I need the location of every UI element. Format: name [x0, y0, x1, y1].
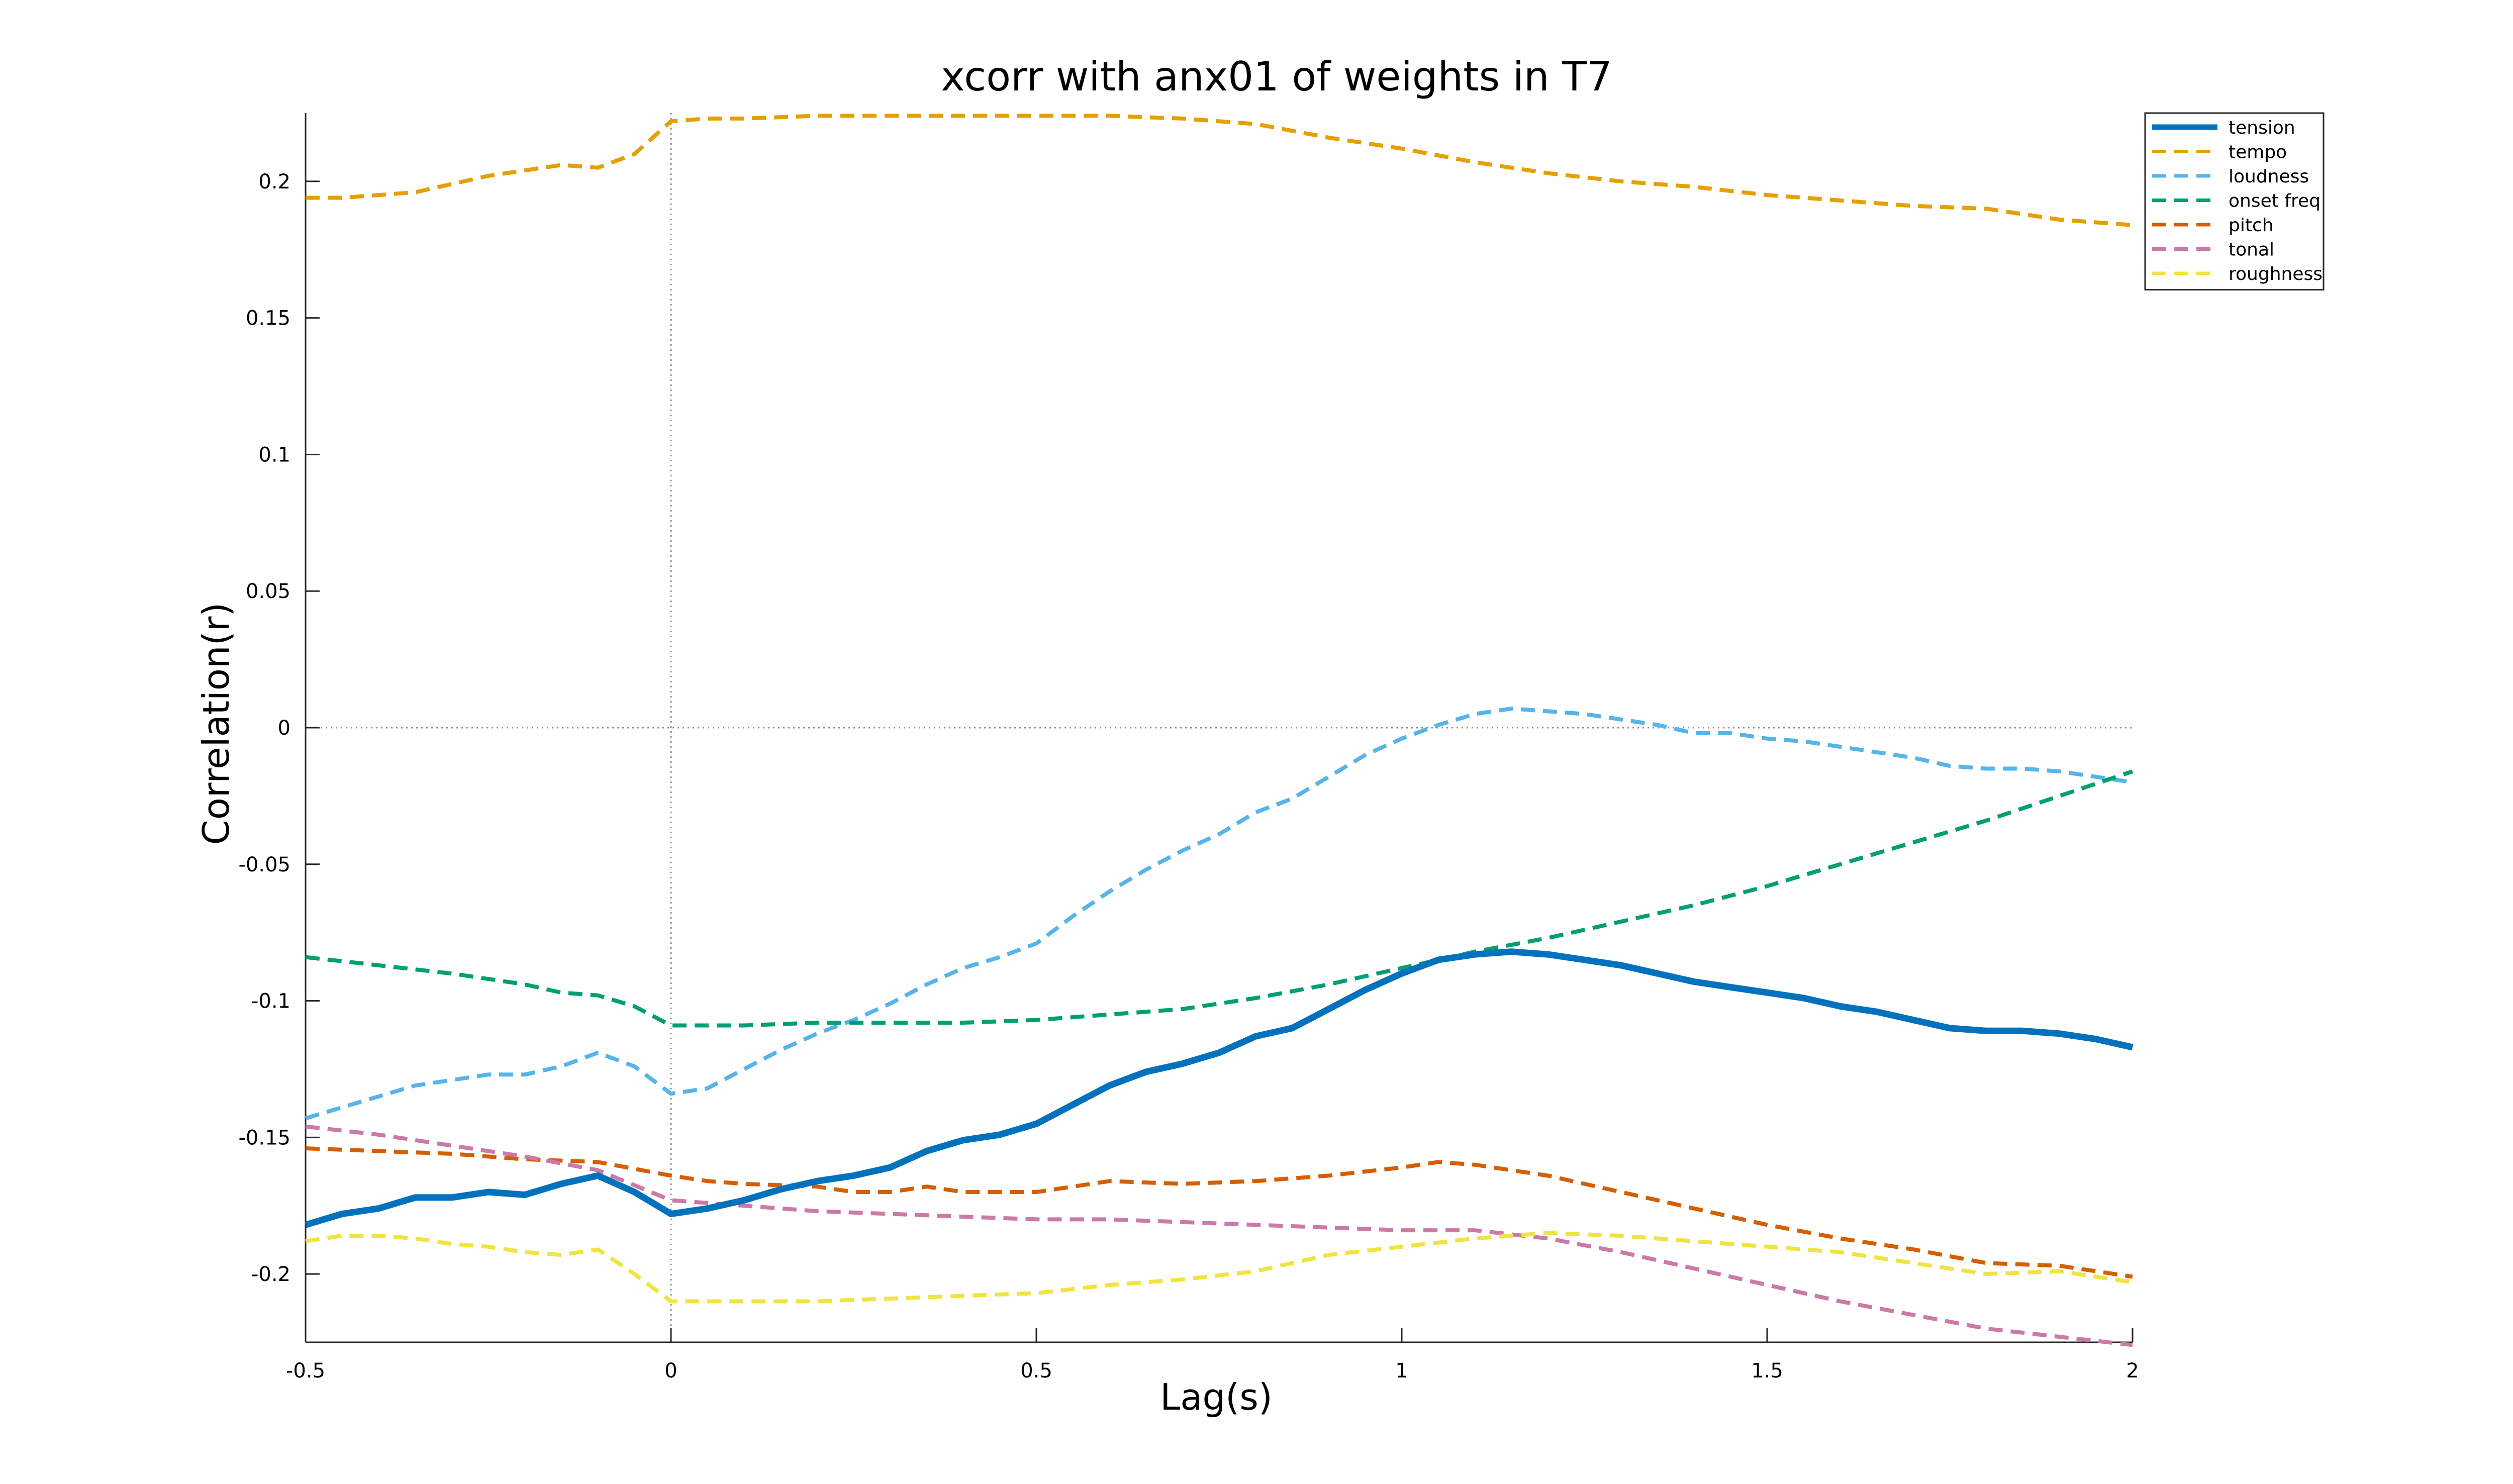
series-line-tonal [305, 1124, 2133, 1347]
chart-title: xcorr with anx01 of weights in T7 [941, 53, 1612, 100]
legend-label: loudness [2229, 166, 2309, 187]
x-tick-label: 0 [664, 1359, 677, 1382]
y-tick-label: -0.15 [239, 1126, 291, 1149]
y-tick-label: 0.05 [246, 580, 291, 603]
legend-label: onset freq [2229, 191, 2321, 212]
x-tick-label: 0.5 [1020, 1359, 1052, 1382]
legend: tension tempo loudness onset freq pitch tonal… [2144, 112, 2325, 290]
legend-label: tension [2229, 118, 2295, 138]
legend-label: tonal [2229, 240, 2274, 260]
y-tick-label: 0.2 [258, 170, 291, 193]
series-line-onset-freq [305, 769, 2134, 1028]
series-line-tension [305, 948, 2134, 1228]
x-tick-label: 1.5 [1751, 1359, 1783, 1382]
legend-label: pitch [2229, 215, 2274, 236]
x-tick-label: 1 [1395, 1359, 1408, 1382]
x-tick-label: 2 [2126, 1359, 2139, 1382]
y-tick-label: -0.1 [251, 990, 291, 1013]
y-tick-label: -0.05 [239, 853, 291, 876]
axes [305, 113, 2133, 1343]
x-tick-label: -0.5 [286, 1359, 325, 1382]
y-tick-label: 0 [278, 717, 291, 740]
reference-lines [306, 113, 2133, 1342]
tick-labels: -0.5 0 0.5 1 1.5 2 -0.2 -0.15 -0.1 -0.05 0 0.05 0.1 0… [239, 170, 2139, 1382]
y-tick-label: 0.1 [258, 443, 291, 466]
x-axis-label: Lag(s) [1160, 1376, 1273, 1418]
series-lines [305, 114, 2134, 1347]
y-tick-label: -0.2 [251, 1263, 291, 1286]
y-tick-label: 0.15 [246, 307, 291, 330]
series-line-roughness [305, 1231, 2133, 1304]
series-line-tempo [306, 114, 2133, 227]
legend-label: roughness [2229, 264, 2323, 284]
y-axis-label: Correlation(r) [195, 603, 237, 845]
legend-label: tempo [2229, 142, 2287, 163]
series-line-loudness [305, 707, 2133, 1121]
series-line-pitch [305, 1146, 2133, 1279]
